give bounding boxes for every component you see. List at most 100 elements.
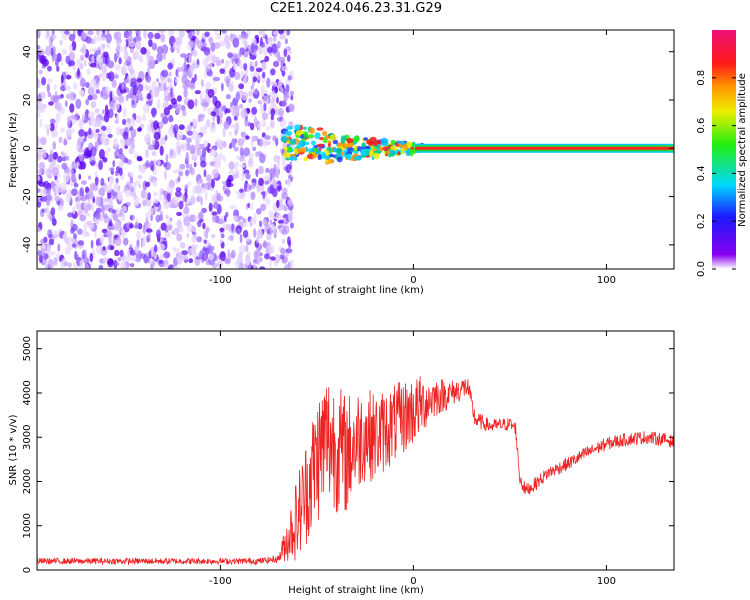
noise-cell	[236, 228, 241, 235]
noise-cell	[237, 194, 244, 200]
noise-cell	[123, 30, 130, 39]
noise-cell	[160, 222, 167, 231]
noise-cell	[78, 173, 82, 180]
noise-cell	[128, 40, 136, 48]
noise-cell	[113, 182, 119, 193]
noise-cell	[287, 177, 292, 188]
noise-cell	[171, 203, 176, 209]
noise-cell	[281, 161, 287, 167]
noise-cell	[37, 49, 45, 56]
noise-cell	[172, 246, 177, 253]
noise-cell	[71, 188, 78, 196]
noise-cell	[231, 223, 234, 232]
noise-cell	[158, 214, 164, 221]
signal-blob	[289, 139, 294, 146]
noise-cell	[100, 43, 106, 48]
signal-blob	[325, 135, 330, 140]
noise-cell	[277, 40, 281, 49]
noise-cell	[250, 202, 254, 210]
signal-blob	[289, 155, 295, 161]
noise-cell	[153, 198, 159, 204]
noise-cell	[59, 39, 63, 46]
noise-cell	[286, 30, 291, 36]
noise-cell	[227, 52, 234, 58]
noise-cell	[116, 207, 120, 215]
noise-cell	[228, 83, 234, 92]
noise-cell	[114, 249, 120, 257]
noise-cell	[114, 74, 119, 79]
noise-cell	[262, 218, 267, 225]
signal-blob	[382, 146, 389, 152]
noise-cell	[41, 208, 45, 213]
noise-cell	[47, 155, 54, 163]
noise-cell	[134, 245, 140, 255]
colorbar-tick-label: 0.6	[696, 118, 707, 134]
noise-cell	[38, 161, 46, 171]
noise-cell	[112, 191, 118, 197]
noise-cell	[53, 185, 59, 196]
noise-cell	[214, 162, 221, 169]
noise-cell	[238, 83, 245, 90]
noise-cell	[278, 30, 285, 35]
noise-cell	[46, 127, 50, 136]
noise-cell	[187, 124, 192, 131]
noise-cell	[247, 202, 251, 209]
noise-cell	[224, 60, 229, 69]
noise-cell	[187, 181, 192, 187]
noise-cell	[220, 234, 225, 239]
spectrogram-y-label: Frequency (Hz)	[8, 112, 19, 188]
noise-cell	[113, 259, 118, 269]
noise-cell	[150, 263, 153, 269]
noise-cell	[125, 94, 133, 98]
signal-blob	[303, 156, 308, 162]
noise-cell	[255, 208, 262, 215]
noise-cell	[42, 58, 49, 67]
noise-cell	[254, 60, 258, 68]
noise-cell	[185, 151, 189, 162]
noise-cell	[223, 34, 230, 45]
noise-cell	[79, 63, 84, 70]
noise-cell	[162, 102, 167, 109]
noise-cell	[47, 65, 52, 72]
noise-cell	[150, 214, 153, 222]
noise-cell	[257, 100, 263, 105]
noise-cell	[182, 84, 187, 90]
noise-cell	[119, 208, 123, 216]
noise-cell	[68, 51, 76, 62]
noise-cell	[274, 154, 278, 162]
noise-cell	[186, 197, 190, 205]
signal-blob	[405, 150, 411, 157]
spectrogram-y-tick-label: 40	[22, 45, 33, 58]
noise-cell	[219, 227, 225, 232]
noise-cell	[163, 82, 167, 92]
noise-cell	[95, 196, 102, 207]
noise-cell	[56, 65, 60, 72]
noise-cell	[243, 169, 250, 175]
noise-cell	[237, 215, 244, 220]
noise-cell	[106, 30, 110, 36]
chart-title: C2E1.2024.046.23.31.G29	[269, 1, 443, 16]
signal-blob	[388, 149, 396, 155]
noise-cell	[251, 178, 257, 183]
noise-cell	[211, 55, 217, 64]
noise-cell	[43, 236, 48, 244]
noise-cell	[272, 81, 278, 87]
noise-cell	[129, 223, 134, 229]
noise-cell	[129, 243, 133, 248]
noise-cell	[115, 114, 119, 122]
noise-cell	[283, 217, 287, 224]
noise-cell	[229, 204, 237, 210]
noise-cell	[47, 245, 50, 256]
noise-cell	[172, 169, 180, 174]
noise-cell	[114, 64, 121, 71]
noise-cell	[176, 219, 182, 230]
noise-cell	[117, 257, 122, 262]
noise-cell	[203, 140, 208, 148]
noise-cell	[37, 175, 41, 181]
noise-cell	[71, 243, 77, 248]
signal-blob	[395, 140, 404, 144]
noise-cell	[57, 205, 64, 212]
noise-cell	[214, 30, 218, 36]
